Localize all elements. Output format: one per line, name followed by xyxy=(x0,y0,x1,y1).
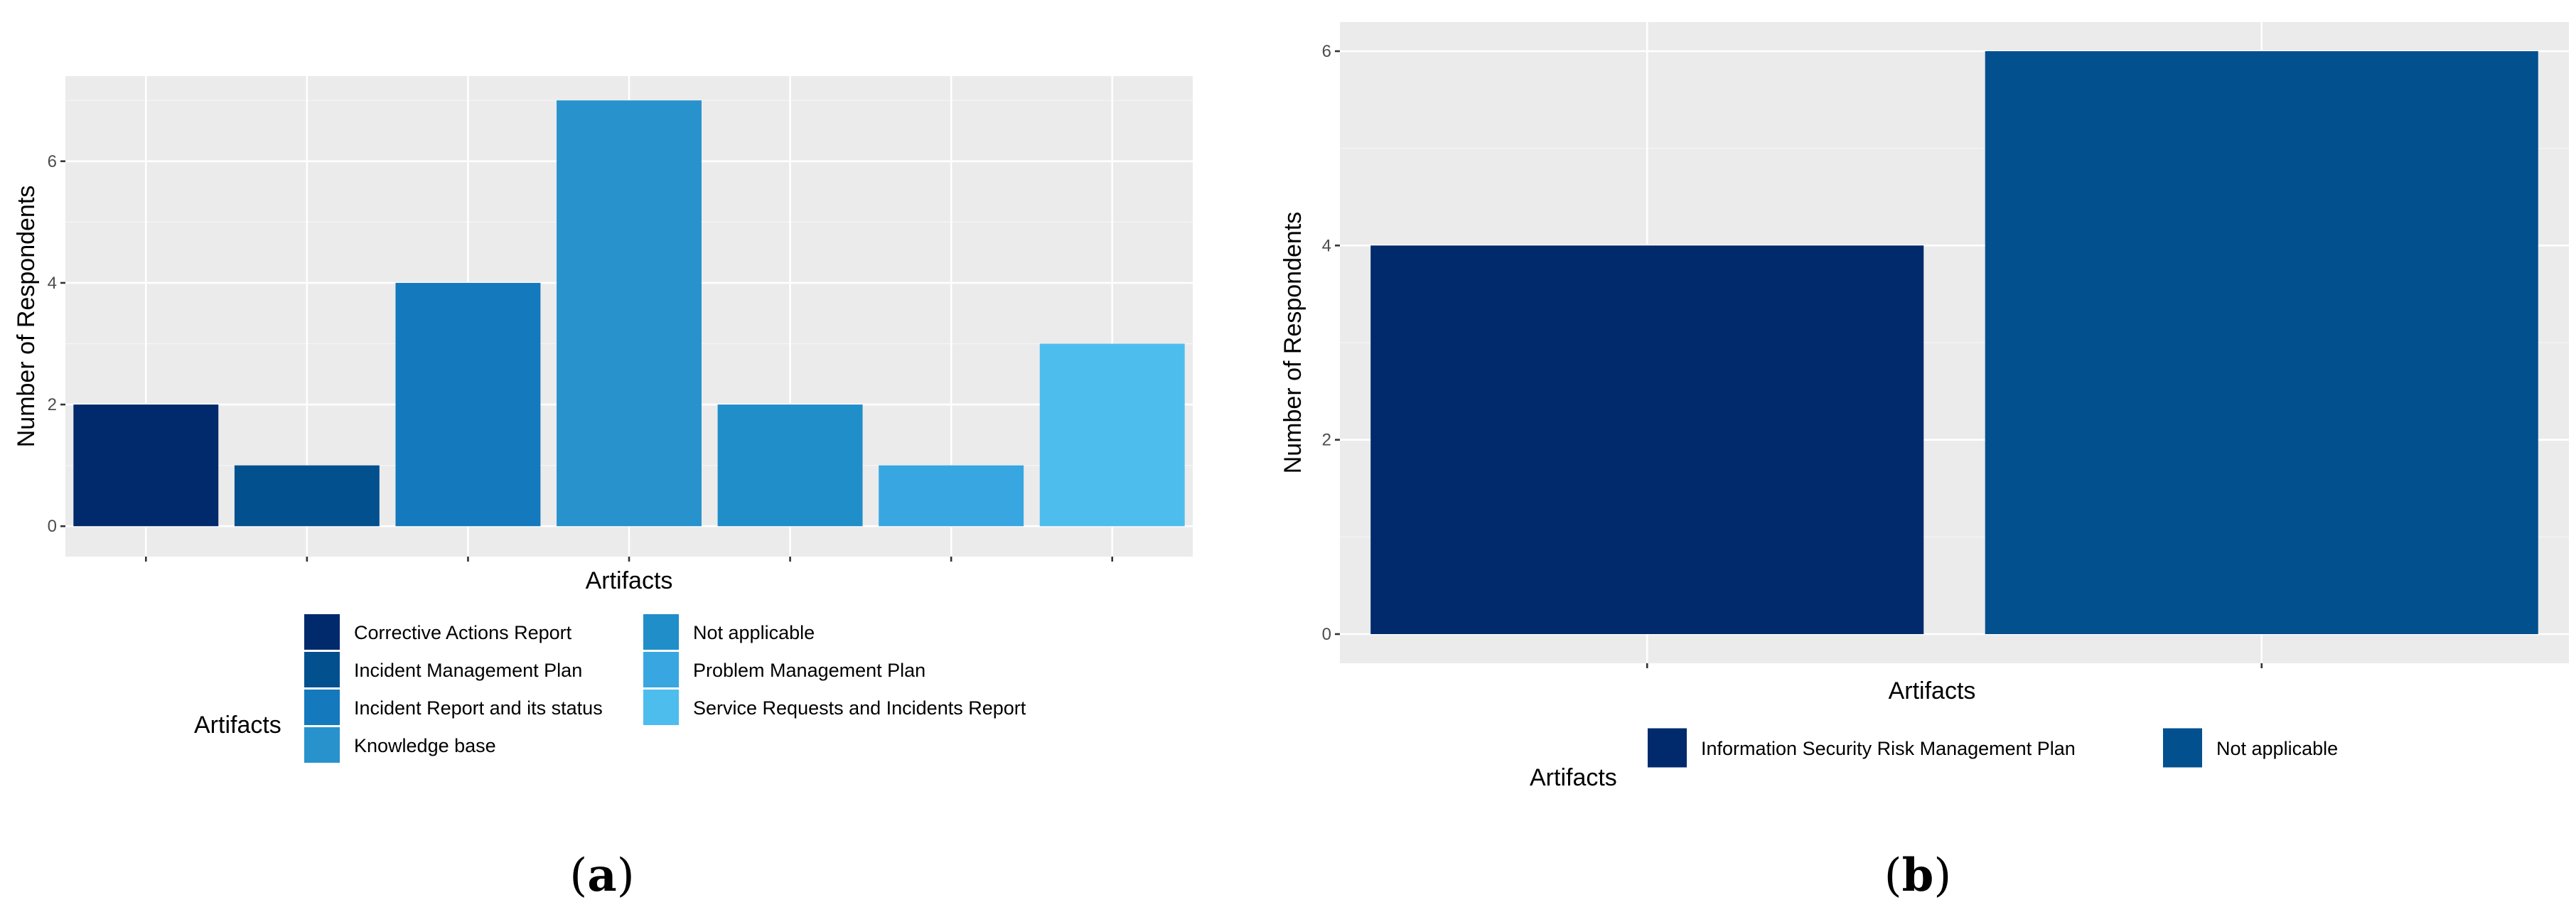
caption-letter: b xyxy=(1902,849,1934,902)
legend-swatch-2 xyxy=(304,652,340,687)
caption-paren-open: ( xyxy=(569,849,587,902)
legend-label-1: Corrective Actions Report xyxy=(354,622,572,643)
legend-swatch-5 xyxy=(643,614,679,650)
legend-title: Artifacts xyxy=(1530,764,1617,791)
y-tick-label: 4 xyxy=(1322,236,1331,255)
bar-1 xyxy=(1370,245,1924,634)
legend-label-2: Incident Management Plan xyxy=(354,660,582,681)
legend-label-3: Incident Report and its status xyxy=(354,697,603,719)
legend-label-6: Problem Management Plan xyxy=(693,660,925,681)
x-axis-title: Artifacts xyxy=(586,567,673,594)
legend-label-4: Knowledge base xyxy=(354,735,496,756)
y-tick-label: 0 xyxy=(48,517,57,536)
y-tick-label: 6 xyxy=(48,152,57,171)
y-tick-label: 2 xyxy=(48,395,57,414)
bar-3 xyxy=(395,282,541,527)
y-axis-title: Number of Respondents xyxy=(13,186,40,448)
bar-4 xyxy=(557,100,702,527)
bar-2 xyxy=(1985,51,2538,634)
bar-5 xyxy=(717,404,863,527)
legend-swatch-1 xyxy=(1648,728,1687,768)
y-axis-title: Number of Respondents xyxy=(1279,212,1306,474)
chart-a: 0 2 4 6 Artifacts Number of Respondents Artifa… xyxy=(13,76,1193,902)
y-tick-label: 0 xyxy=(1322,625,1331,644)
legend-swatch-1 xyxy=(304,614,340,650)
legend-swatch-2 xyxy=(2163,728,2202,768)
y-tick-label: 6 xyxy=(1322,42,1331,61)
legend-label-5: Not applicable xyxy=(693,622,815,643)
legend-swatch-4 xyxy=(304,727,340,763)
caption-paren-close: ) xyxy=(617,849,635,902)
caption-paren-close: ) xyxy=(1933,849,1951,902)
bar-1 xyxy=(73,404,219,527)
panel-caption: (b) xyxy=(1884,849,1952,902)
y-tick-label: 2 xyxy=(1322,431,1331,450)
panel-caption: (a) xyxy=(569,849,634,902)
legend-label-7: Service Requests and Incidents Report xyxy=(693,697,1026,719)
bar-6 xyxy=(879,465,1024,527)
caption-paren-open: ( xyxy=(1884,849,1902,902)
y-tick-label: 4 xyxy=(48,274,57,293)
bar-7 xyxy=(1039,343,1185,527)
x-axis-title: Artifacts xyxy=(1889,677,1976,704)
bar-2 xyxy=(234,465,380,527)
legend-label-2: Not applicable xyxy=(2216,738,2338,759)
chart-b: 0 2 4 6 Artifacts Number of Respondents Artifa… xyxy=(1279,22,2569,902)
caption-letter: a xyxy=(587,849,616,902)
legend-swatch-6 xyxy=(643,652,679,687)
legend-label-1: Information Security Risk Management Pla… xyxy=(1701,738,2076,759)
legend-title: Artifacts xyxy=(194,712,281,739)
legend-swatch-3 xyxy=(304,690,340,725)
legend-swatch-7 xyxy=(643,690,679,725)
